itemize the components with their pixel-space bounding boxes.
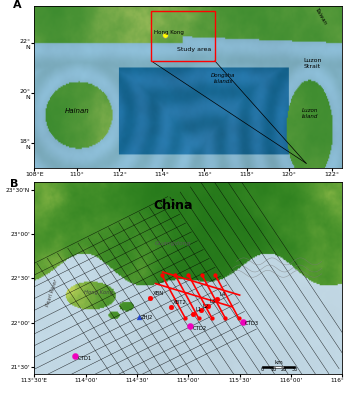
Text: 30: 30 [292,367,298,372]
Text: Guangdong: Guangdong [155,240,191,246]
Text: 20: 20 [281,367,287,372]
Text: XBN: XBN [152,290,163,296]
Text: Study area: Study area [176,47,211,52]
Text: Luzon
Island: Luzon Island [302,108,319,119]
Text: L4: L4 [219,292,225,297]
Text: CTD1: CTD1 [77,356,92,361]
Text: Hong Kong: Hong Kong [84,290,112,295]
Text: B: B [10,179,18,189]
Bar [151,11,215,61]
Text: Dongsha
Islands: Dongsha Islands [211,73,236,84]
Text: L2: L2 [203,304,209,309]
Text: China: China [153,199,193,212]
Text: Luzon
Strait: Luzon Strait [303,58,322,69]
Text: XBT2: XBT2 [173,300,187,305]
Text: L1: L1 [195,307,202,312]
Text: L3: L3 [210,299,216,304]
Text: Hong Kong: Hong Kong [154,30,184,36]
Text: CTD2: CTD2 [192,326,207,331]
Bar [262,366,273,368]
Text: 10: 10 [270,367,276,372]
Text: CTD3: CTD3 [245,321,259,326]
Text: km: km [274,360,283,365]
Text: ZHJ2: ZHJ2 [141,316,153,320]
Text: Taiwan: Taiwan [314,6,328,26]
Bar [284,366,295,368]
Text: Hainan: Hainan [64,108,89,114]
Text: A: A [13,0,21,10]
Text: 0: 0 [261,367,264,372]
Text: Pearl River: Pearl River [45,279,58,308]
Bar [273,366,284,368]
